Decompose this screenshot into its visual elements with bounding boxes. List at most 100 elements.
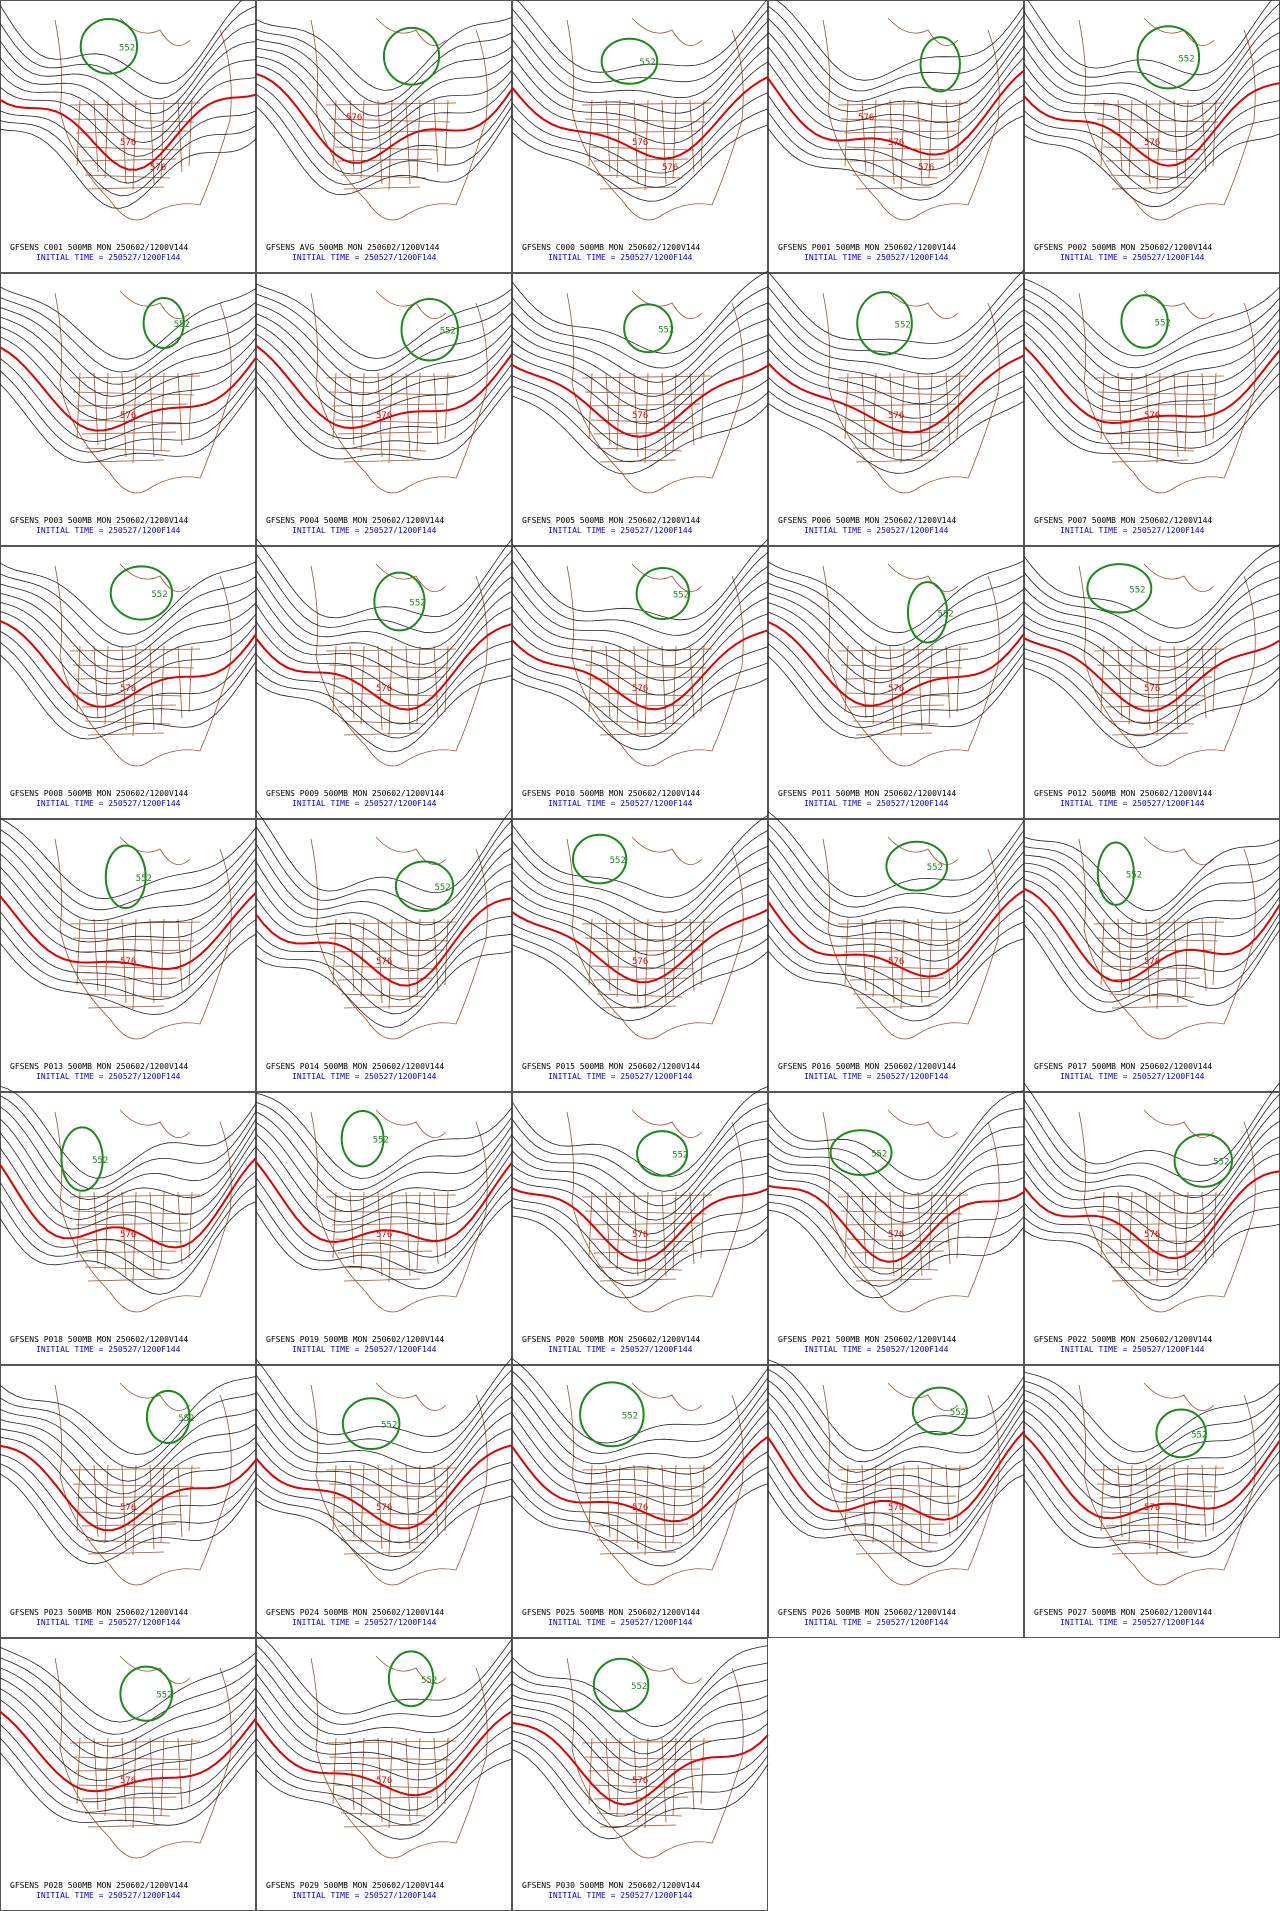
contour-line	[511, 566, 769, 652]
contour-line	[511, 1483, 769, 1567]
map-panel: 552 576 GFSENS P010 500MB MON 250602/1200V…	[511, 538, 769, 819]
panel-init-time: INITIAL TIME = 250527/1200F144	[292, 526, 437, 535]
contour-line	[511, 538, 769, 621]
contour-552	[829, 1129, 893, 1177]
panel-init-time: INITIAL TIME = 250527/1200F144	[804, 253, 949, 262]
map-panel: 552 576 GFSENS P006 500MB MON 250602/1200V…	[767, 269, 1025, 546]
contour-line	[511, 286, 769, 369]
contour-line	[255, 1185, 513, 1274]
panel-init-time: INITIAL TIME = 250527/1200F144	[804, 1345, 949, 1354]
contour-line	[511, 1730, 769, 1817]
contour-576	[1023, 887, 1280, 983]
panel-init-time: INITIAL TIME = 250527/1200F144	[292, 799, 437, 808]
contour-line	[767, 1405, 1025, 1493]
contour-line	[1023, 372, 1280, 449]
contour-line	[511, 395, 769, 475]
contour-line	[767, 309, 1025, 390]
contour-552	[579, 1381, 645, 1448]
map-panel: 552 576 GFSENS P005 500MB MON 250602/1200V…	[511, 270, 769, 546]
contour-line	[0, 573, 257, 648]
map-panel: 552 576 GFSENS P020 500MB MON 250602/1200V…	[511, 1086, 769, 1365]
contour-line	[255, 323, 513, 407]
contour-line	[255, 1478, 513, 1558]
panel-title: GFSENS P026 500MB MON 250602/1200V144	[778, 1608, 956, 1617]
contour-line	[1023, 625, 1280, 699]
contour-552	[145, 1389, 191, 1444]
panel-title: GFSENS P015 500MB MON 250602/1200V144	[522, 1062, 700, 1071]
contour-label: 552	[373, 1136, 389, 1146]
contour-label: 552	[409, 598, 425, 608]
contour-line	[0, 561, 257, 635]
contour-line	[0, 1185, 257, 1280]
contour-552	[400, 297, 459, 362]
map-panel: 552 576 576 GFSENS C001 500MB MON 250602/12…	[0, 0, 257, 273]
contour-line	[511, 1739, 769, 1829]
contour-line	[767, 921, 1025, 1008]
contour-line	[1023, 648, 1280, 725]
contour-576	[511, 908, 769, 984]
contour-line	[0, 817, 257, 900]
contour-line	[511, 1215, 769, 1299]
contour-line	[255, 537, 513, 619]
contour-576	[0, 1710, 257, 1793]
contour-line	[0, 297, 257, 373]
panel-title: GFSENS P002 500MB MON 250602/1200V144	[1034, 243, 1212, 252]
contour-line	[1023, 1409, 1280, 1498]
contour-line	[0, 1750, 257, 1826]
contour-line	[511, 375, 769, 450]
panel-init-time: INITIAL TIME = 250527/1200F144	[804, 1072, 949, 1081]
contour-552	[1086, 563, 1153, 614]
contour-line	[1023, 560, 1280, 644]
contour-line	[0, 853, 257, 932]
contour-576	[511, 1187, 769, 1262]
contour-line	[255, 549, 513, 634]
map-outline	[566, 836, 744, 1040]
contour-552	[104, 844, 147, 910]
contour-line	[1023, 1106, 1280, 1199]
contour-line	[511, 1713, 769, 1793]
panel-border	[0, 819, 256, 1092]
map-panel: 552 576 GFSENS P022 500MB MON 250602/1200V…	[1023, 1081, 1280, 1365]
panel-init-time: INITIAL TIME = 250527/1200F144	[1060, 799, 1205, 808]
contour-line	[255, 106, 513, 196]
contour-line	[511, 1358, 769, 1444]
contour-line	[255, 1683, 513, 1765]
panel-init-time: INITIAL TIME = 250527/1200F144	[1060, 1072, 1205, 1081]
contour-line	[511, 677, 769, 751]
contour-line	[767, 1369, 1025, 1463]
contour-label: 576	[1144, 1503, 1160, 1513]
contour-line	[511, 46, 769, 130]
contour-line	[1023, 1421, 1280, 1509]
contour-label: 552	[119, 43, 135, 53]
contour-line	[255, 606, 513, 696]
contour-line	[767, 850, 1025, 930]
panel-init-time: INITIAL TIME = 250527/1200F144	[548, 253, 693, 262]
panel-init-time: INITIAL TIME = 250527/1200F144	[1060, 1618, 1205, 1627]
panel-title: GFSENS P025 500MB MON 250602/1200V144	[522, 1608, 700, 1617]
contour-line	[0, 1085, 257, 1179]
contour-line	[1023, 65, 1280, 152]
contour-line	[255, 562, 513, 650]
contour-label: 576	[632, 411, 648, 421]
contour-line	[255, 640, 513, 725]
contour-label: 576	[376, 1503, 392, 1513]
contour-line	[255, 371, 513, 450]
contour-552	[919, 36, 961, 93]
map-panel: 552 576 GFSENS P024 500MB MON 250602/1200V…	[255, 1357, 513, 1638]
map-panel: 552 576 GFSENS P030 500MB MON 250602/1200V…	[511, 1638, 769, 1911]
contour-line	[0, 1170, 257, 1264]
contour-line	[767, 115, 1025, 201]
contour-line	[0, 1392, 257, 1469]
contour-line	[511, 350, 769, 424]
contour-line	[255, 1173, 513, 1258]
panel-border	[512, 1092, 768, 1365]
contour-line	[0, 1419, 257, 1495]
panel-border	[256, 1638, 512, 1911]
contour-label: 552	[658, 325, 674, 335]
contour-line	[255, 293, 513, 372]
panel-init-time: INITIAL TIME = 250527/1200F144	[548, 799, 693, 808]
contour-line	[1023, 609, 1280, 686]
contour-label: 576	[888, 138, 904, 148]
contour-line	[767, 1419, 1025, 1504]
contour-line	[767, 1444, 1025, 1537]
